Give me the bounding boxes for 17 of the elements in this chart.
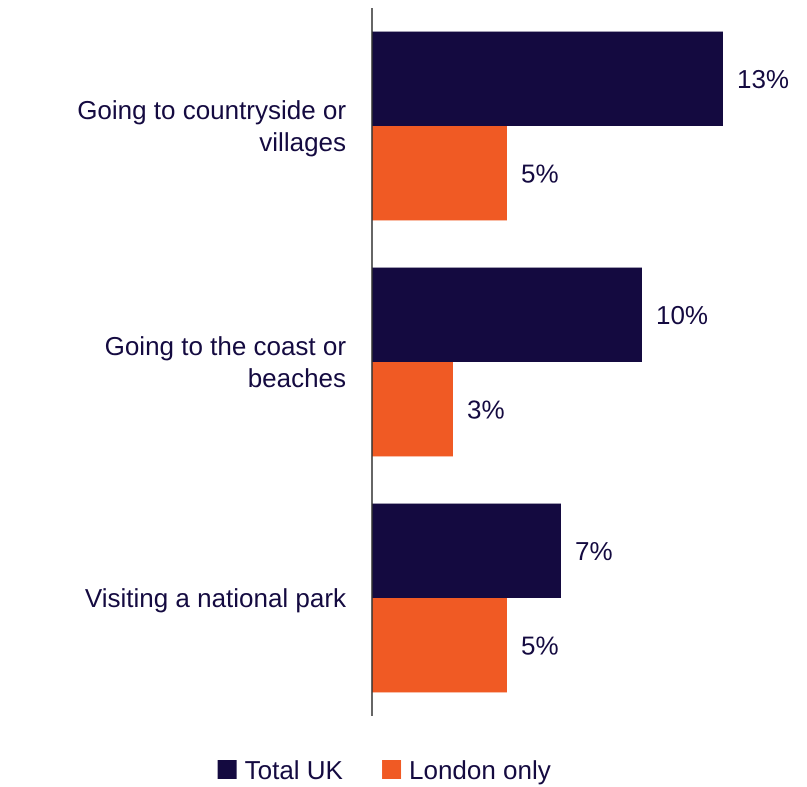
legend-label: Total UK xyxy=(244,755,344,786)
y-tick-label: Going to countryside or villages xyxy=(77,95,346,158)
data-label: 3% xyxy=(467,394,505,424)
data-label: 13% xyxy=(737,64,790,94)
data-label: 5% xyxy=(521,630,559,660)
legend-label: London only xyxy=(409,755,551,786)
data-label: 10% xyxy=(656,300,708,330)
bar xyxy=(372,268,642,362)
bar xyxy=(372,598,507,692)
bar xyxy=(372,126,507,220)
data-label: 7% xyxy=(575,536,613,566)
bar xyxy=(372,362,453,456)
y-tick-label: Visiting a national park xyxy=(84,583,347,614)
y-tick-label: Going to the coast or beaches xyxy=(104,331,346,394)
bar xyxy=(372,504,561,598)
bar xyxy=(372,32,723,126)
data-label: 5% xyxy=(521,158,559,188)
